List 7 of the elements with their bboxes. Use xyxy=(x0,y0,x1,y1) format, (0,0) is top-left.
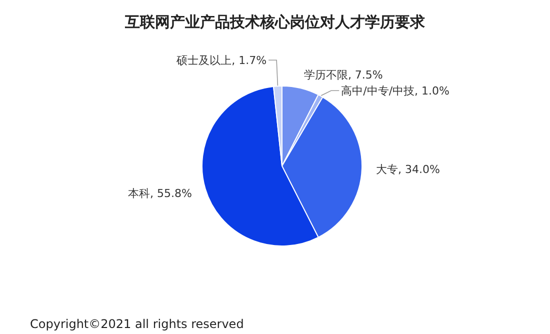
slice-label: 硕士及以上, 1.7% xyxy=(176,54,267,68)
slice-label: 本科, 55.8% xyxy=(128,186,192,200)
slice-label: 大专, 34.0% xyxy=(376,162,440,176)
chart-title: 互联网产业产品技术核心岗位对人才学历要求 xyxy=(124,13,426,31)
text: Copyright©2021 all rights reserved xyxy=(30,317,244,331)
slice-label: 学历不限, 7.5% xyxy=(304,68,383,82)
slice-label: 高中/中专/中技, 1.0% xyxy=(341,84,450,98)
